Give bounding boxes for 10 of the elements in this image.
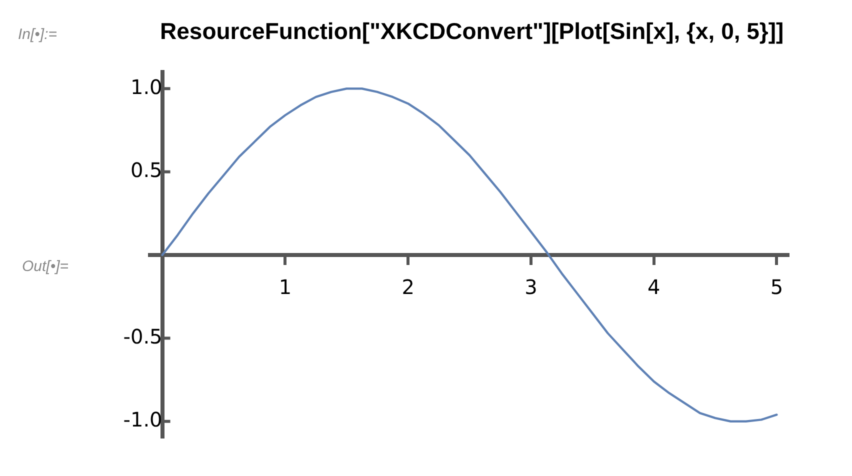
x-tick-label: 5	[770, 275, 784, 300]
y-tick-label: 0.5	[130, 158, 162, 182]
x-tick-label: 2	[402, 275, 414, 300]
text: Out[•]=	[22, 258, 69, 275]
x-tick-label: 4	[647, 275, 660, 300]
chart-title: ResourceFunction["XKCDConvert"][Plot[Sin[x], {x, 0, 5}]]	[160, 18, 784, 45]
y-tick-label: -0.5	[123, 324, 162, 348]
x-tick-label: 1	[278, 275, 292, 300]
x-tick-label: 3	[524, 275, 538, 300]
text: In[•]:=	[18, 26, 58, 43]
